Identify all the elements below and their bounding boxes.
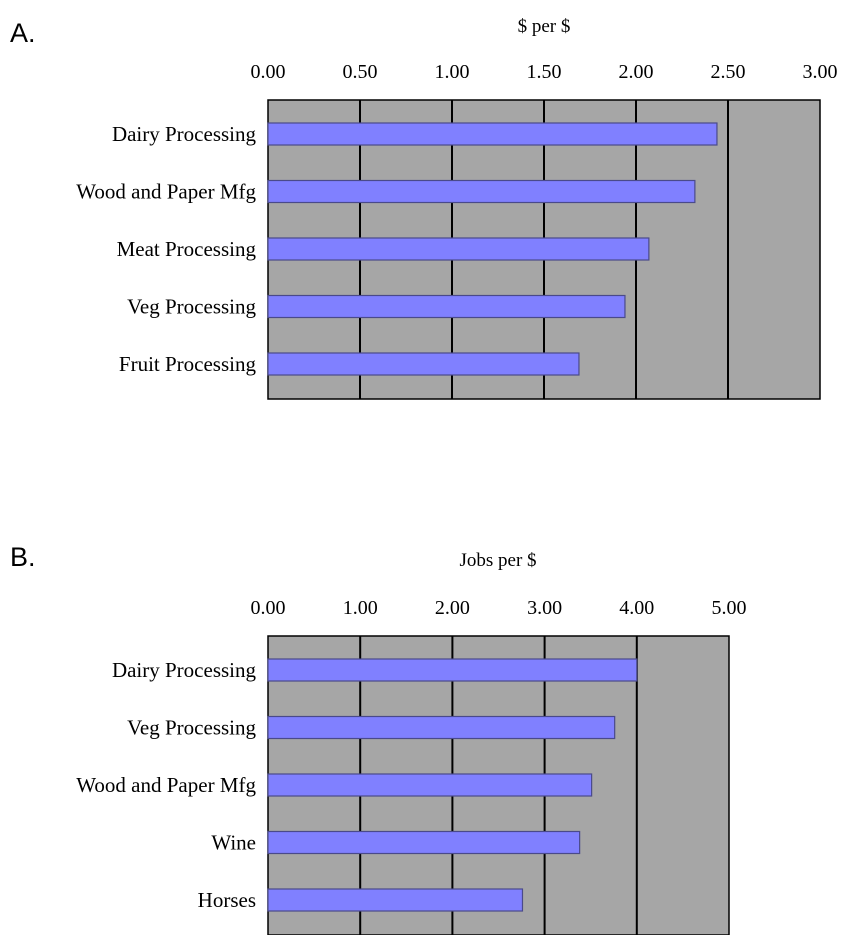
tick-label-a-2: 1.00: [435, 61, 470, 83]
panel-label-b: B.: [10, 542, 36, 572]
category-label-a-1: Wood and Paper Mfg: [76, 180, 256, 204]
category-label-a-0: Dairy Processing: [112, 122, 257, 146]
category-label-b-3: Wine: [211, 831, 256, 855]
bar-b-2: [267, 773, 593, 797]
tick-label-a-4: 2.00: [619, 61, 654, 83]
bars-b: [267, 658, 638, 912]
tick-label-a-1: 0.50: [343, 61, 378, 83]
category-label-b-4: Horses: [198, 888, 256, 912]
tick-label-a-6: 3.00: [803, 61, 838, 83]
chart-a: A. $ per $ 0.00 0.50 1.00 1.50 2.00 2.50 3.00 …: [10, 16, 838, 400]
category-label-a-4: Fruit Processing: [119, 352, 257, 376]
tick-label-b-4: 4.00: [619, 597, 654, 619]
bar-a-2: [267, 237, 650, 261]
category-label-b-2: Wood and Paper Mfg: [76, 773, 256, 797]
tick-label-a-3: 1.50: [527, 61, 562, 83]
tick-label-b-3: 3.00: [527, 597, 562, 619]
category-labels-b: Dairy Processing Veg Processing Wood and P…: [76, 658, 256, 912]
category-label-b-0: Dairy Processing: [112, 658, 257, 682]
bar-a-1: [267, 179, 696, 204]
category-label-a-3: Veg Processing: [127, 295, 256, 319]
tick-labels-b: 0.00 1.00 2.00 3.00 4.00 5.00: [251, 597, 747, 619]
bar-a-3: [267, 294, 626, 319]
chart-b: B. Jobs per $ 0.00 1.00 2.00 3.00 4.00 5.00 D…: [10, 542, 747, 935]
category-label-b-1: Veg Processing: [127, 716, 256, 740]
category-labels-a: Dairy Processing Wood and Paper Mfg Meat P…: [76, 122, 256, 376]
bar-a-0: [267, 122, 718, 146]
x-axis-title-b: Jobs per $: [459, 550, 536, 571]
tick-label-b-0: 0.00: [251, 597, 286, 619]
tick-label-b-5: 5.00: [712, 597, 747, 619]
bar-a-4: [267, 352, 580, 376]
bar-b-3: [267, 830, 581, 855]
tick-label-a-5: 2.50: [711, 61, 746, 83]
category-label-a-2: Meat Processing: [117, 237, 257, 261]
panel-label-a: A.: [10, 18, 36, 48]
tick-label-a-0: 0.00: [251, 61, 286, 83]
bar-b-0: [267, 658, 638, 682]
tick-label-b-1: 1.00: [343, 597, 378, 619]
bars-a: [267, 122, 718, 376]
bar-b-1: [267, 715, 616, 740]
x-axis-title-a: $ per $: [518, 16, 571, 37]
bar-b-4: [267, 888, 524, 912]
tick-labels-a: 0.00 0.50 1.00 1.50 2.00 2.50 3.00: [251, 61, 838, 83]
tick-label-b-2: 2.00: [435, 597, 470, 619]
